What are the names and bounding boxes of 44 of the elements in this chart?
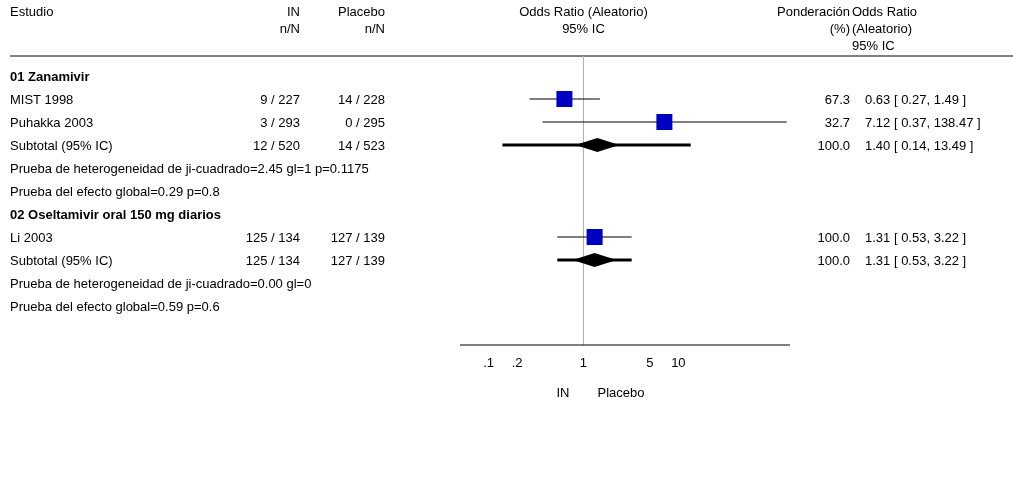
text: Ponderación (%) [777, 4, 850, 36]
text: 0 / 295 [345, 115, 385, 130]
text: 125 / 134 [245, 253, 300, 268]
y-tick-label: Prueba de heterogeneidad de ji-cuadrado=2.45 gl=1 p=0.1175 [10, 161, 369, 176]
text: 127 / 139 [330, 230, 385, 245]
text: 100.0 [817, 253, 850, 268]
text: 100.0 [817, 138, 850, 153]
y-tick-label: MIST 1998 [10, 92, 74, 107]
x-tick-label: .2 [511, 355, 523, 370]
text: 9 / 227 [260, 92, 300, 107]
text: 3 / 293 [260, 115, 300, 130]
text: 1.40 [ 0.14, 13.49 ] [865, 138, 974, 153]
y-tick-label: Prueba del efecto global=0.29 p=0.8 [10, 184, 220, 199]
y-tick-label: Subtotal (95% IC) [10, 138, 113, 153]
text: 125 / 134 [245, 230, 300, 245]
text: 1.31 [ 0.53, 3.22 ] [865, 230, 967, 245]
text: 12 / 520 [253, 138, 300, 153]
text: 14 / 523 [338, 138, 385, 153]
y-tick-label: Subtotal (95% IC) [10, 253, 113, 268]
text: 7.12 [ 0.37, 138.47 ] [865, 115, 981, 130]
text: Odds Ratio (Aleatorio) 95% IC [519, 4, 648, 36]
y-tick-label: Puhakka 2003 [10, 115, 94, 130]
text: Placebo [597, 385, 645, 400]
y-tick-label: 02 Oseltamivir oral 150 mg diarios [10, 207, 221, 222]
text: 1.31 [ 0.53, 3.22 ] [865, 253, 967, 268]
text: 14 / 228 [338, 92, 385, 107]
text: Placebo n/N [338, 4, 385, 36]
text: 100.0 [817, 230, 850, 245]
text: 67.3 [824, 92, 850, 107]
text: IN [556, 385, 570, 400]
x-tick-label: 10 [671, 355, 686, 370]
text: Estudio [10, 4, 54, 19]
x-tick-label: 1 [579, 355, 588, 370]
text: IN n/N [279, 4, 300, 36]
y-tick-label: Li 2003 [10, 230, 53, 245]
y-tick-label: 01 Zanamivir [10, 69, 90, 84]
text: 0.63 [ 0.27, 1.49 ] [865, 92, 967, 107]
text: Odds Ratio (Aleatorio) 95% IC [852, 4, 918, 53]
y-tick-label: Prueba del efecto global=0.59 p=0.6 [10, 299, 220, 314]
y-tick-label: Prueba de heterogeneidad de ji-cuadrado=0.00 gl=0 [10, 276, 312, 291]
text: 127 / 139 [330, 253, 385, 268]
x-tick-label: .1 [483, 355, 494, 370]
text: 32.7 [824, 115, 850, 130]
x-tick-label: 5 [646, 355, 654, 370]
